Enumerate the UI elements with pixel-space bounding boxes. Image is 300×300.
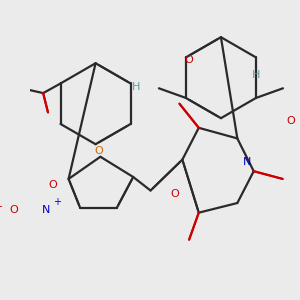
Text: O: O: [94, 146, 103, 156]
Text: H: H: [132, 82, 140, 92]
Text: N: N: [243, 157, 251, 166]
Text: O: O: [170, 189, 179, 200]
Text: +: +: [53, 197, 61, 207]
Text: O: O: [9, 205, 18, 215]
Text: H: H: [251, 70, 260, 80]
Text: O: O: [48, 180, 57, 190]
Text: O: O: [286, 116, 295, 126]
Text: −: −: [0, 202, 3, 212]
Text: N: N: [42, 205, 50, 215]
Text: O: O: [185, 55, 194, 65]
